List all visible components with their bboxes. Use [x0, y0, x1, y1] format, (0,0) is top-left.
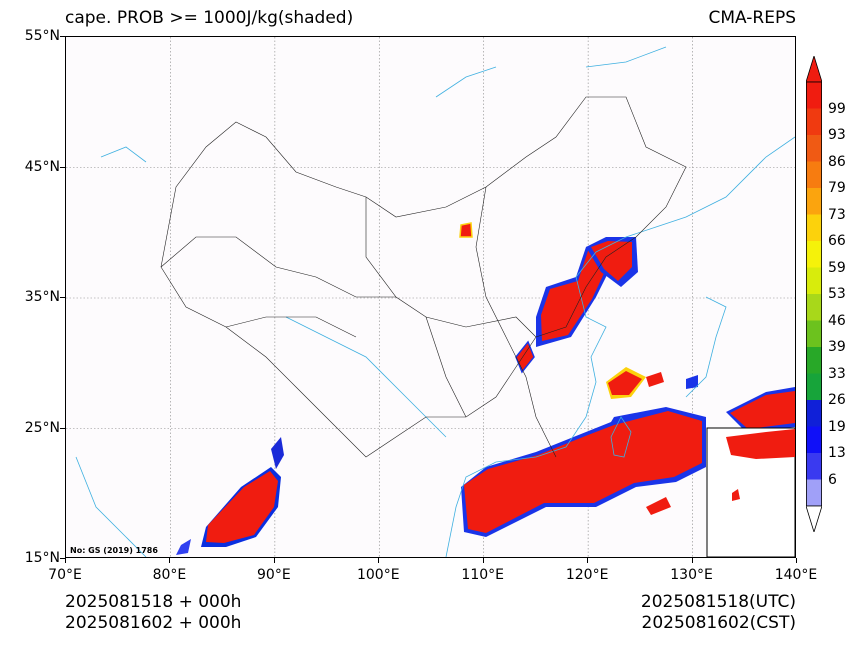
lat-tick-mark — [60, 558, 65, 559]
lat-tick-mark — [60, 36, 65, 37]
map-approval-note: No: GS (2019) 1786 — [70, 546, 158, 555]
colorbar-tick-label: 13 — [828, 445, 846, 461]
lon-tick-mark — [482, 558, 484, 563]
colorbar-min-arrow — [806, 505, 822, 532]
colorbar-segment — [806, 135, 822, 162]
lon-tick-label: 110°E — [461, 567, 504, 583]
valid-time-utc: 2025081518(UTC) — [640, 592, 796, 612]
colorbar-max-arrow — [806, 56, 822, 83]
colorbar-segment — [806, 188, 822, 215]
colorbar-tick-label: 86 — [828, 153, 846, 170]
colorbar-segment — [806, 294, 822, 321]
lon-tick-mark — [378, 558, 380, 563]
colorbar-tick-label: 73 — [828, 206, 846, 223]
lon-tick-label: 130°E — [670, 567, 713, 583]
footer-right: 2025081518(UTC) 2025081602(CST) — [641, 592, 796, 634]
init-time-utc: 2025081518 + 000h — [65, 592, 242, 612]
lon-tick-mark — [273, 558, 275, 563]
colorbar-tick-label: 66 — [828, 233, 846, 249]
chart-title: cape. PROB >= 1000J/kg(shaded) — [65, 8, 354, 28]
lon-tick-mark — [796, 558, 797, 563]
lon-tick-mark — [691, 558, 693, 563]
colorbar-segment — [806, 241, 822, 268]
map-canvas — [66, 37, 795, 557]
lon-tick-label: 90°E — [257, 567, 291, 583]
colorbar-segment — [806, 373, 822, 401]
grid-lines — [66, 37, 795, 557]
lon-tick-label: 100°E — [356, 567, 400, 583]
colorbar-segment — [806, 320, 822, 348]
lon-tick-label: 120°E — [565, 567, 609, 583]
lat-tick-label: 25°N — [24, 419, 60, 436]
colorbar — [806, 56, 822, 532]
colorbar-segment — [806, 453, 822, 480]
colorbar-segment — [806, 82, 822, 109]
colorbar-tick-label: 53 — [828, 286, 846, 302]
colorbar-tick-label: 26 — [828, 392, 846, 408]
lat-tick-label: 45°N — [24, 158, 60, 175]
boundaries — [160, 96, 687, 458]
colorbar-tick-label: 39 — [828, 339, 846, 355]
colorbar-tick-label: 79 — [828, 180, 846, 196]
init-time-cst: 2025081602 + 000h — [65, 613, 242, 633]
lon-tick-mark — [587, 558, 589, 563]
footer-left: 2025081518 + 000h 2025081602 + 000h — [65, 592, 241, 634]
valid-time-cst: 2025081602(CST) — [641, 613, 796, 633]
colorbar-tick-label: 6 — [828, 471, 837, 488]
colorbar-segment — [806, 214, 822, 242]
map-area: No: GS (2019) 1786 — [65, 36, 796, 558]
colorbar-segment — [806, 479, 822, 507]
model-name: CMA-REPS — [708, 8, 796, 28]
colorbar-segment — [806, 108, 822, 136]
lon-tick-label: 80°E — [152, 567, 187, 583]
colorbar-tick-label: 93 — [828, 127, 846, 143]
lon-tick-mark — [65, 558, 66, 563]
colorbar-segment — [806, 400, 822, 427]
colorbar-tick-label: 46 — [828, 312, 846, 329]
colorbar-tick-label: 33 — [828, 365, 846, 382]
lat-tick-label: 55°N — [24, 28, 60, 44]
probability-shading — [176, 222, 795, 555]
colorbar-tick-label: 59 — [828, 259, 846, 276]
lat-tick-label: 35°N — [24, 289, 60, 305]
coastlines — [75, 46, 795, 557]
colorbar-segment — [806, 267, 822, 295]
lat-tick-mark — [60, 427, 65, 429]
colorbar-tick-label: 99 — [828, 100, 846, 117]
lat-tick-label: 15°N — [24, 550, 60, 566]
lon-tick-label: 140°E — [774, 567, 818, 583]
lon-tick-mark — [169, 558, 171, 563]
colorbar-tick-label: 19 — [828, 418, 846, 435]
lat-tick-mark — [60, 297, 65, 298]
colorbar-segment — [806, 347, 822, 374]
lon-tick-label: 70°E — [48, 567, 82, 583]
colorbar-segment — [806, 161, 822, 189]
colorbar-segment — [806, 426, 822, 454]
lat-tick-mark — [60, 166, 65, 168]
